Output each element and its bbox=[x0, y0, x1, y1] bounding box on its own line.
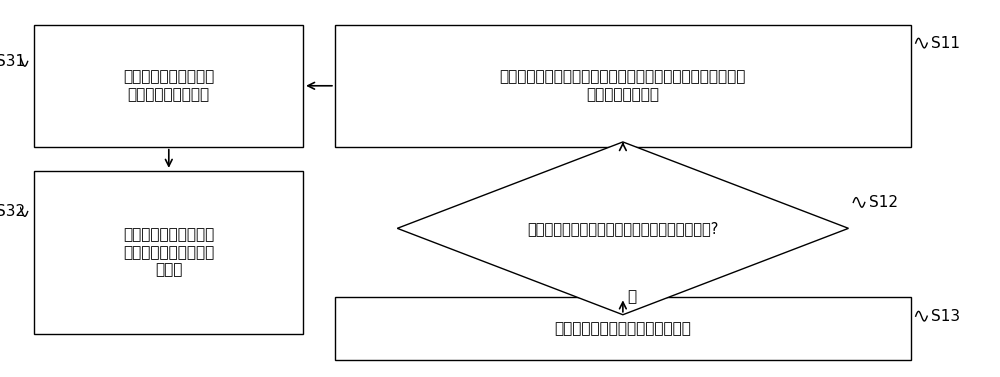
FancyBboxPatch shape bbox=[34, 171, 303, 334]
Polygon shape bbox=[397, 142, 848, 315]
FancyBboxPatch shape bbox=[335, 297, 911, 360]
Text: 将同一时刻的发动机运
行数据与预紧力建立对
应关系: 将同一时刻的发动机运 行数据与预紧力建立对 应关系 bbox=[123, 227, 214, 277]
Text: S13: S13 bbox=[931, 309, 960, 324]
FancyBboxPatch shape bbox=[34, 25, 303, 147]
Text: 将预紧力、车辆故障提
示发送至维修站终端: 将预紧力、车辆故障提 示发送至维修站终端 bbox=[123, 70, 214, 102]
Text: S32: S32 bbox=[0, 204, 25, 219]
FancyBboxPatch shape bbox=[335, 25, 911, 147]
Text: S12: S12 bbox=[869, 195, 898, 210]
Text: S31: S31 bbox=[0, 54, 25, 69]
Text: 接收压力传感器传输的用于将车辆悬架的推力杆与车桥连接的
螺栓受到的预紧力: 接收压力传感器传输的用于将车辆悬架的推力杆与车桥连接的 螺栓受到的预紧力 bbox=[500, 70, 746, 102]
Text: 确定所述预紧力是否在预设的安全压力值区间内?: 确定所述预紧力是否在预设的安全压力值区间内? bbox=[527, 221, 719, 236]
Text: 否: 否 bbox=[628, 289, 637, 304]
Text: S11: S11 bbox=[931, 35, 960, 51]
Text: 输出车辆故障提示至显示终端显示: 输出车辆故障提示至显示终端显示 bbox=[554, 321, 691, 336]
